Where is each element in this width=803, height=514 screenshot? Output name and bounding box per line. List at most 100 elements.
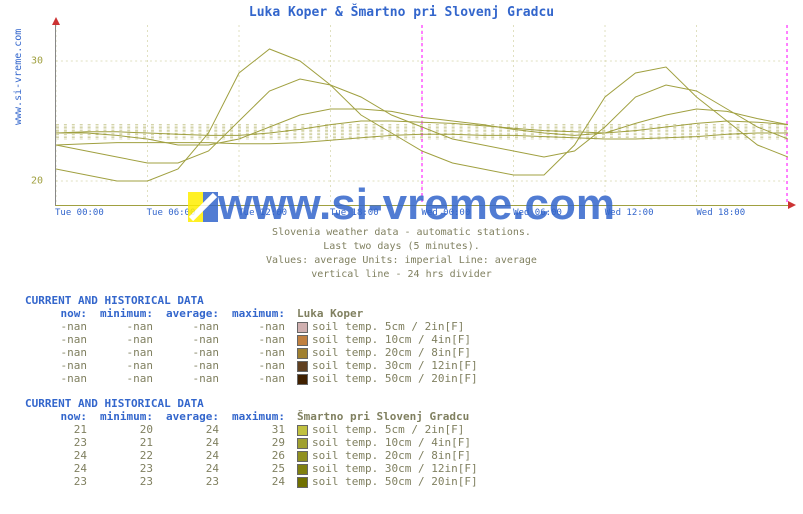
table-row: 24222426soil temp. 20cm / 8in[F] xyxy=(25,449,501,462)
data-cell: 25 xyxy=(223,462,289,475)
site-link-vertical[interactable]: www.si-vreme.com xyxy=(13,29,24,125)
x-tick-label: Wed 12:00 xyxy=(605,208,697,218)
data-cell: 29 xyxy=(223,436,289,449)
location-header: Luka Koper xyxy=(289,307,501,320)
table-row: 23212429soil temp. 10cm / 4in[F] xyxy=(25,436,501,449)
data-cell: -nan xyxy=(25,346,91,359)
data-cell: 20 xyxy=(91,423,157,436)
data-tables: CURRENT AND HISTORICAL DATAnow:minimum:a… xyxy=(5,294,798,488)
data-table: now:minimum:average:maximum:Luka Koper-n… xyxy=(25,307,501,385)
data-cell: -nan xyxy=(157,333,223,346)
data-cell: -nan xyxy=(91,320,157,333)
data-cell: 23 xyxy=(157,475,223,488)
series-label-cell: soil temp. 30cm / 12in[F] xyxy=(289,462,501,475)
col-header: minimum: xyxy=(91,410,157,423)
x-tick-label: Tue 12:00 xyxy=(238,208,330,218)
col-header: now: xyxy=(25,410,91,423)
x-tick-label: Tue 00:00 xyxy=(55,208,147,218)
data-cell: 24 xyxy=(157,436,223,449)
color-swatch-icon xyxy=(297,477,308,488)
col-header: average: xyxy=(157,307,223,320)
table-row: -nan-nan-nan-nansoil temp. 30cm / 12in[F… xyxy=(25,359,501,372)
color-swatch-icon xyxy=(297,451,308,462)
series-label-cell: soil temp. 5cm / 2in[F] xyxy=(289,423,501,436)
data-cell: 24 xyxy=(223,475,289,488)
series-label-cell: soil temp. 5cm / 2in[F] xyxy=(289,320,501,333)
color-swatch-icon xyxy=(297,464,308,475)
x-tick-label: Wed 00:00 xyxy=(422,208,514,218)
col-header: maximum: xyxy=(223,410,289,423)
data-cell: 23 xyxy=(25,475,91,488)
chart-svg xyxy=(56,25,788,205)
series-label-cell: soil temp. 50cm / 20in[F] xyxy=(289,475,501,488)
y-tick-label: 30 xyxy=(31,56,43,67)
x-tick-label: Wed 06:00 xyxy=(513,208,605,218)
data-cell: -nan xyxy=(91,333,157,346)
data-cell: -nan xyxy=(223,320,289,333)
data-cell: 24 xyxy=(157,462,223,475)
data-cell: 24 xyxy=(25,449,91,462)
data-cell: 22 xyxy=(91,449,157,462)
x-axis-arrow-icon xyxy=(788,201,796,209)
desc-line: vertical line - 24 hrs divider xyxy=(5,268,798,282)
col-header: minimum: xyxy=(91,307,157,320)
data-cell: 23 xyxy=(91,475,157,488)
color-swatch-icon xyxy=(297,374,308,385)
table-header: CURRENT AND HISTORICAL DATA xyxy=(25,397,798,410)
series-label-cell: soil temp. 10cm / 4in[F] xyxy=(289,333,501,346)
data-cell: -nan xyxy=(91,372,157,385)
y-tick-label: 20 xyxy=(31,176,43,187)
data-cell: 23 xyxy=(91,462,157,475)
data-cell: -nan xyxy=(157,372,223,385)
data-cell: -nan xyxy=(25,359,91,372)
data-cell: -nan xyxy=(25,372,91,385)
data-cell: -nan xyxy=(25,333,91,346)
desc-line: Slovenia weather data - automatic statio… xyxy=(5,226,798,240)
table-row: -nan-nan-nan-nansoil temp. 20cm / 8in[F] xyxy=(25,346,501,359)
color-swatch-icon xyxy=(297,322,308,333)
page: Luka Koper & Šmartno pri Slovenj Gradcu … xyxy=(5,5,798,488)
data-cell: -nan xyxy=(91,346,157,359)
chart-description: Slovenia weather data - automatic statio… xyxy=(5,226,798,282)
col-header: average: xyxy=(157,410,223,423)
table-row: 21202431soil temp. 5cm / 2in[F] xyxy=(25,423,501,436)
data-cell: 24 xyxy=(25,462,91,475)
data-cell: 26 xyxy=(223,449,289,462)
chart-title: Luka Koper & Šmartno pri Slovenj Gradcu xyxy=(5,5,798,20)
col-header: now: xyxy=(25,307,91,320)
color-swatch-icon xyxy=(297,348,308,359)
series-label-cell: soil temp. 20cm / 8in[F] xyxy=(289,449,501,462)
data-cell: -nan xyxy=(223,359,289,372)
color-swatch-icon xyxy=(297,335,308,346)
data-table-block: CURRENT AND HISTORICAL DATAnow:minimum:a… xyxy=(25,397,798,488)
data-cell: -nan xyxy=(157,359,223,372)
table-header: CURRENT AND HISTORICAL DATA xyxy=(25,294,798,307)
location-header: Šmartno pri Slovenj Gradcu xyxy=(289,410,501,423)
series-label-cell: soil temp. 10cm / 4in[F] xyxy=(289,436,501,449)
table-row: 24232425soil temp. 30cm / 12in[F] xyxy=(25,462,501,475)
data-table: now:minimum:average:maximum:Šmartno pri … xyxy=(25,410,501,488)
color-swatch-icon xyxy=(297,438,308,449)
data-cell: 24 xyxy=(157,423,223,436)
data-cell: 23 xyxy=(25,436,91,449)
chart: 2030 xyxy=(55,25,788,206)
data-cell: -nan xyxy=(91,359,157,372)
data-table-block: CURRENT AND HISTORICAL DATAnow:minimum:a… xyxy=(25,294,798,385)
series-label-cell: soil temp. 30cm / 12in[F] xyxy=(289,359,501,372)
data-cell: -nan xyxy=(223,372,289,385)
x-tick-label: Wed 18:00 xyxy=(696,208,788,218)
color-swatch-icon xyxy=(297,425,308,436)
data-cell: 21 xyxy=(25,423,91,436)
desc-line: Values: average Units: imperial Line: av… xyxy=(5,254,798,268)
table-row: -nan-nan-nan-nansoil temp. 10cm / 4in[F] xyxy=(25,333,501,346)
data-cell: -nan xyxy=(157,320,223,333)
table-row: 23232324soil temp. 50cm / 20in[F] xyxy=(25,475,501,488)
data-cell: 31 xyxy=(223,423,289,436)
x-tick-label: Tue 18:00 xyxy=(330,208,422,218)
desc-line: Last two days (5 minutes). xyxy=(5,240,798,254)
y-axis-arrow-icon xyxy=(52,17,60,25)
series-label-cell: soil temp. 20cm / 8in[F] xyxy=(289,346,501,359)
data-cell: 24 xyxy=(157,449,223,462)
col-header: maximum: xyxy=(223,307,289,320)
data-cell: -nan xyxy=(223,346,289,359)
